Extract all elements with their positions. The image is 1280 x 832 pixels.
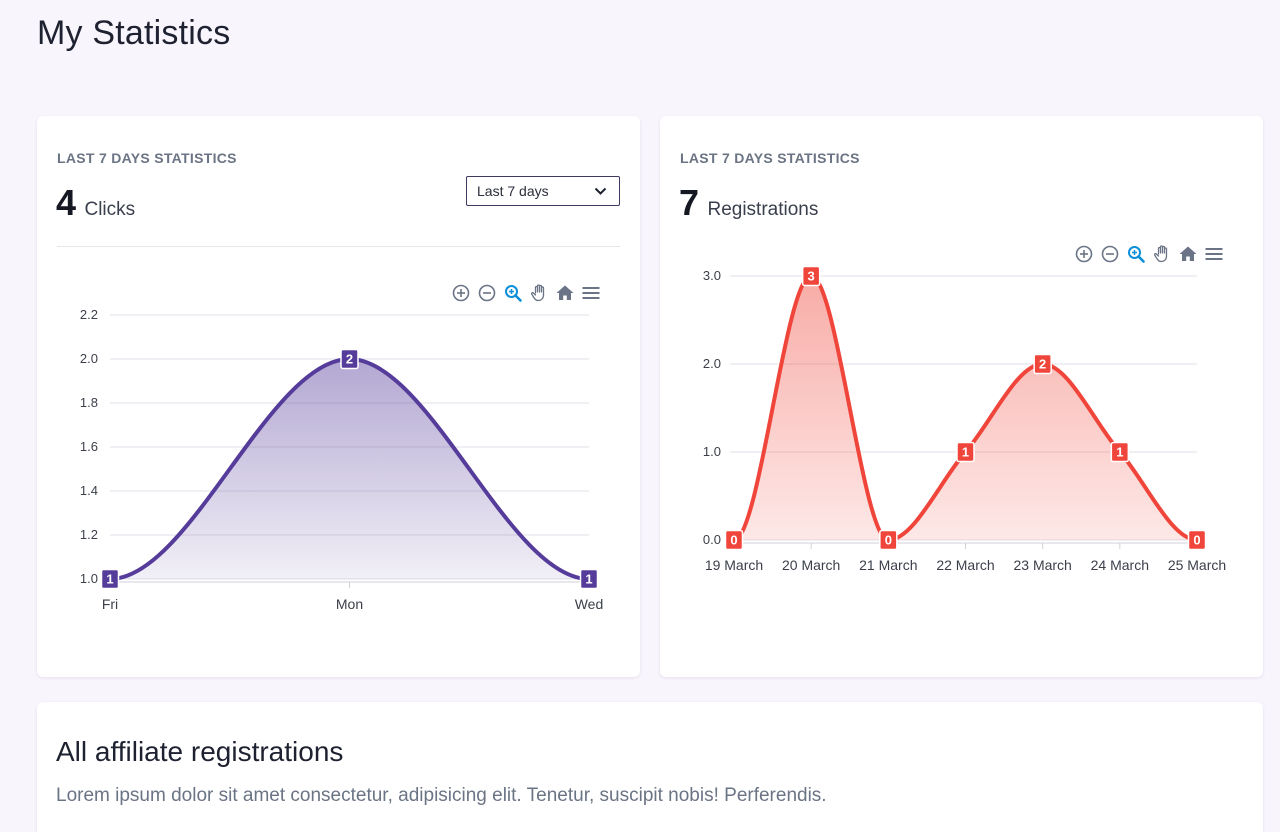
zoom-in-icon[interactable] <box>451 283 471 303</box>
y-tick-label: 1.6 <box>80 439 98 454</box>
registrations-count: 7 <box>679 182 700 223</box>
y-tick-label: 2.0 <box>80 351 98 366</box>
clicks-stats-card: LAST 7 DAYS STATISTICS 4 Clicks Last 7 d… <box>37 116 640 677</box>
affiliate-registrations-card: All affiliate registrations Lorem ipsum … <box>37 702 1263 832</box>
y-tick-label: 1.8 <box>80 395 98 410</box>
affiliate-section-title: All affiliate registrations <box>56 736 344 767</box>
pan-hand-icon[interactable] <box>1152 244 1172 264</box>
svg-text:0: 0 <box>730 533 737 548</box>
selection-zoom-icon[interactable] <box>1126 244 1146 264</box>
svg-text:2: 2 <box>1039 357 1046 372</box>
registrations-stats-card: LAST 7 DAYS STATISTICS 7 Registrations 0… <box>660 116 1263 677</box>
x-tick-label: 25 March <box>1168 557 1226 573</box>
home-reset-icon[interactable] <box>555 283 575 303</box>
x-tick-label: 22 March <box>936 557 994 573</box>
svg-text:3: 3 <box>808 269 815 284</box>
zoom-out-icon[interactable] <box>1100 244 1120 264</box>
clicks-chart-toolbar <box>451 283 601 303</box>
x-tick-label: 24 March <box>1091 557 1149 573</box>
registrations-stats-label: LAST 7 DAYS STATISTICS <box>680 150 860 166</box>
svg-text:1: 1 <box>585 572 592 587</box>
registrations-data-label: 2 <box>1033 353 1052 375</box>
home-reset-icon[interactable] <box>1178 244 1198 264</box>
y-tick-label: 2.2 <box>80 307 98 322</box>
card-divider <box>57 246 620 247</box>
registrations-data-label: 0 <box>1187 529 1207 551</box>
svg-text:0: 0 <box>885 533 892 548</box>
x-tick-label: 20 March <box>782 557 840 573</box>
clicks-data-label: 2 <box>340 348 359 370</box>
clicks-data-label: 1 <box>579 568 599 590</box>
chevron-down-icon <box>594 187 607 195</box>
zoom-out-icon[interactable] <box>477 283 497 303</box>
date-range-select[interactable]: Last 7 days <box>466 176 620 206</box>
x-tick-label: Mon <box>336 596 363 612</box>
registrations-data-label: 1 <box>1110 441 1130 463</box>
y-tick-label: 2.0 <box>703 356 721 371</box>
x-tick-label: 23 March <box>1013 557 1071 573</box>
y-tick-label: 0.0 <box>703 532 721 547</box>
y-tick-label: 3.0 <box>703 268 721 283</box>
zoom-in-icon[interactable] <box>1074 244 1094 264</box>
registrations-data-label: 3 <box>801 265 821 287</box>
clicks-stats-label: LAST 7 DAYS STATISTICS <box>57 150 237 166</box>
svg-text:0: 0 <box>1193 533 1200 548</box>
y-tick-label: 1.2 <box>80 527 98 542</box>
y-tick-label: 1.4 <box>80 483 98 498</box>
registrations-unit-label: Registrations <box>707 199 819 220</box>
clicks-area-fill <box>110 359 589 579</box>
registrations-summary: 7 Registrations <box>679 182 818 224</box>
page-title: My Statistics <box>37 14 231 52</box>
date-range-value: Last 7 days <box>477 183 549 199</box>
selection-zoom-icon[interactable] <box>503 283 523 303</box>
y-tick-label: 1.0 <box>703 444 721 459</box>
registrations-data-label: 0 <box>724 529 744 551</box>
clicks-area-chart: 1.0 1.2 1.4 1.6 1.8 2.0 2.2 Fri Mon Wed 1 2 1 <box>80 307 604 612</box>
registrations-area-fill <box>734 276 1197 540</box>
svg-text:1: 1 <box>1116 445 1123 460</box>
menu-icon[interactable] <box>581 283 601 303</box>
pan-hand-icon[interactable] <box>529 283 549 303</box>
x-tick-label: Wed <box>575 596 604 612</box>
x-tick-label: 19 March <box>705 557 763 573</box>
svg-text:1: 1 <box>106 572 113 587</box>
y-tick-label: 1.0 <box>80 571 98 586</box>
registrations-area-chart: 0.0 1.0 2.0 3.0 19 March 20 March 21 March 22 M… <box>703 265 1226 573</box>
x-tick-label: Fri <box>102 596 118 612</box>
menu-icon[interactable] <box>1204 244 1224 264</box>
affiliate-section-description: Lorem ipsum dolor sit amet consectetur, … <box>56 785 827 806</box>
clicks-data-label: 1 <box>100 568 120 590</box>
svg-text:1: 1 <box>962 445 969 460</box>
x-tick-label: 21 March <box>859 557 917 573</box>
registrations-data-label: 0 <box>879 529 898 551</box>
registrations-data-label: 1 <box>956 441 975 463</box>
clicks-unit-label: Clicks <box>84 199 136 220</box>
registrations-chart-toolbar <box>1074 244 1224 264</box>
clicks-count: 4 <box>56 182 77 223</box>
svg-text:2: 2 <box>346 352 353 367</box>
clicks-summary: 4 Clicks <box>56 182 135 224</box>
